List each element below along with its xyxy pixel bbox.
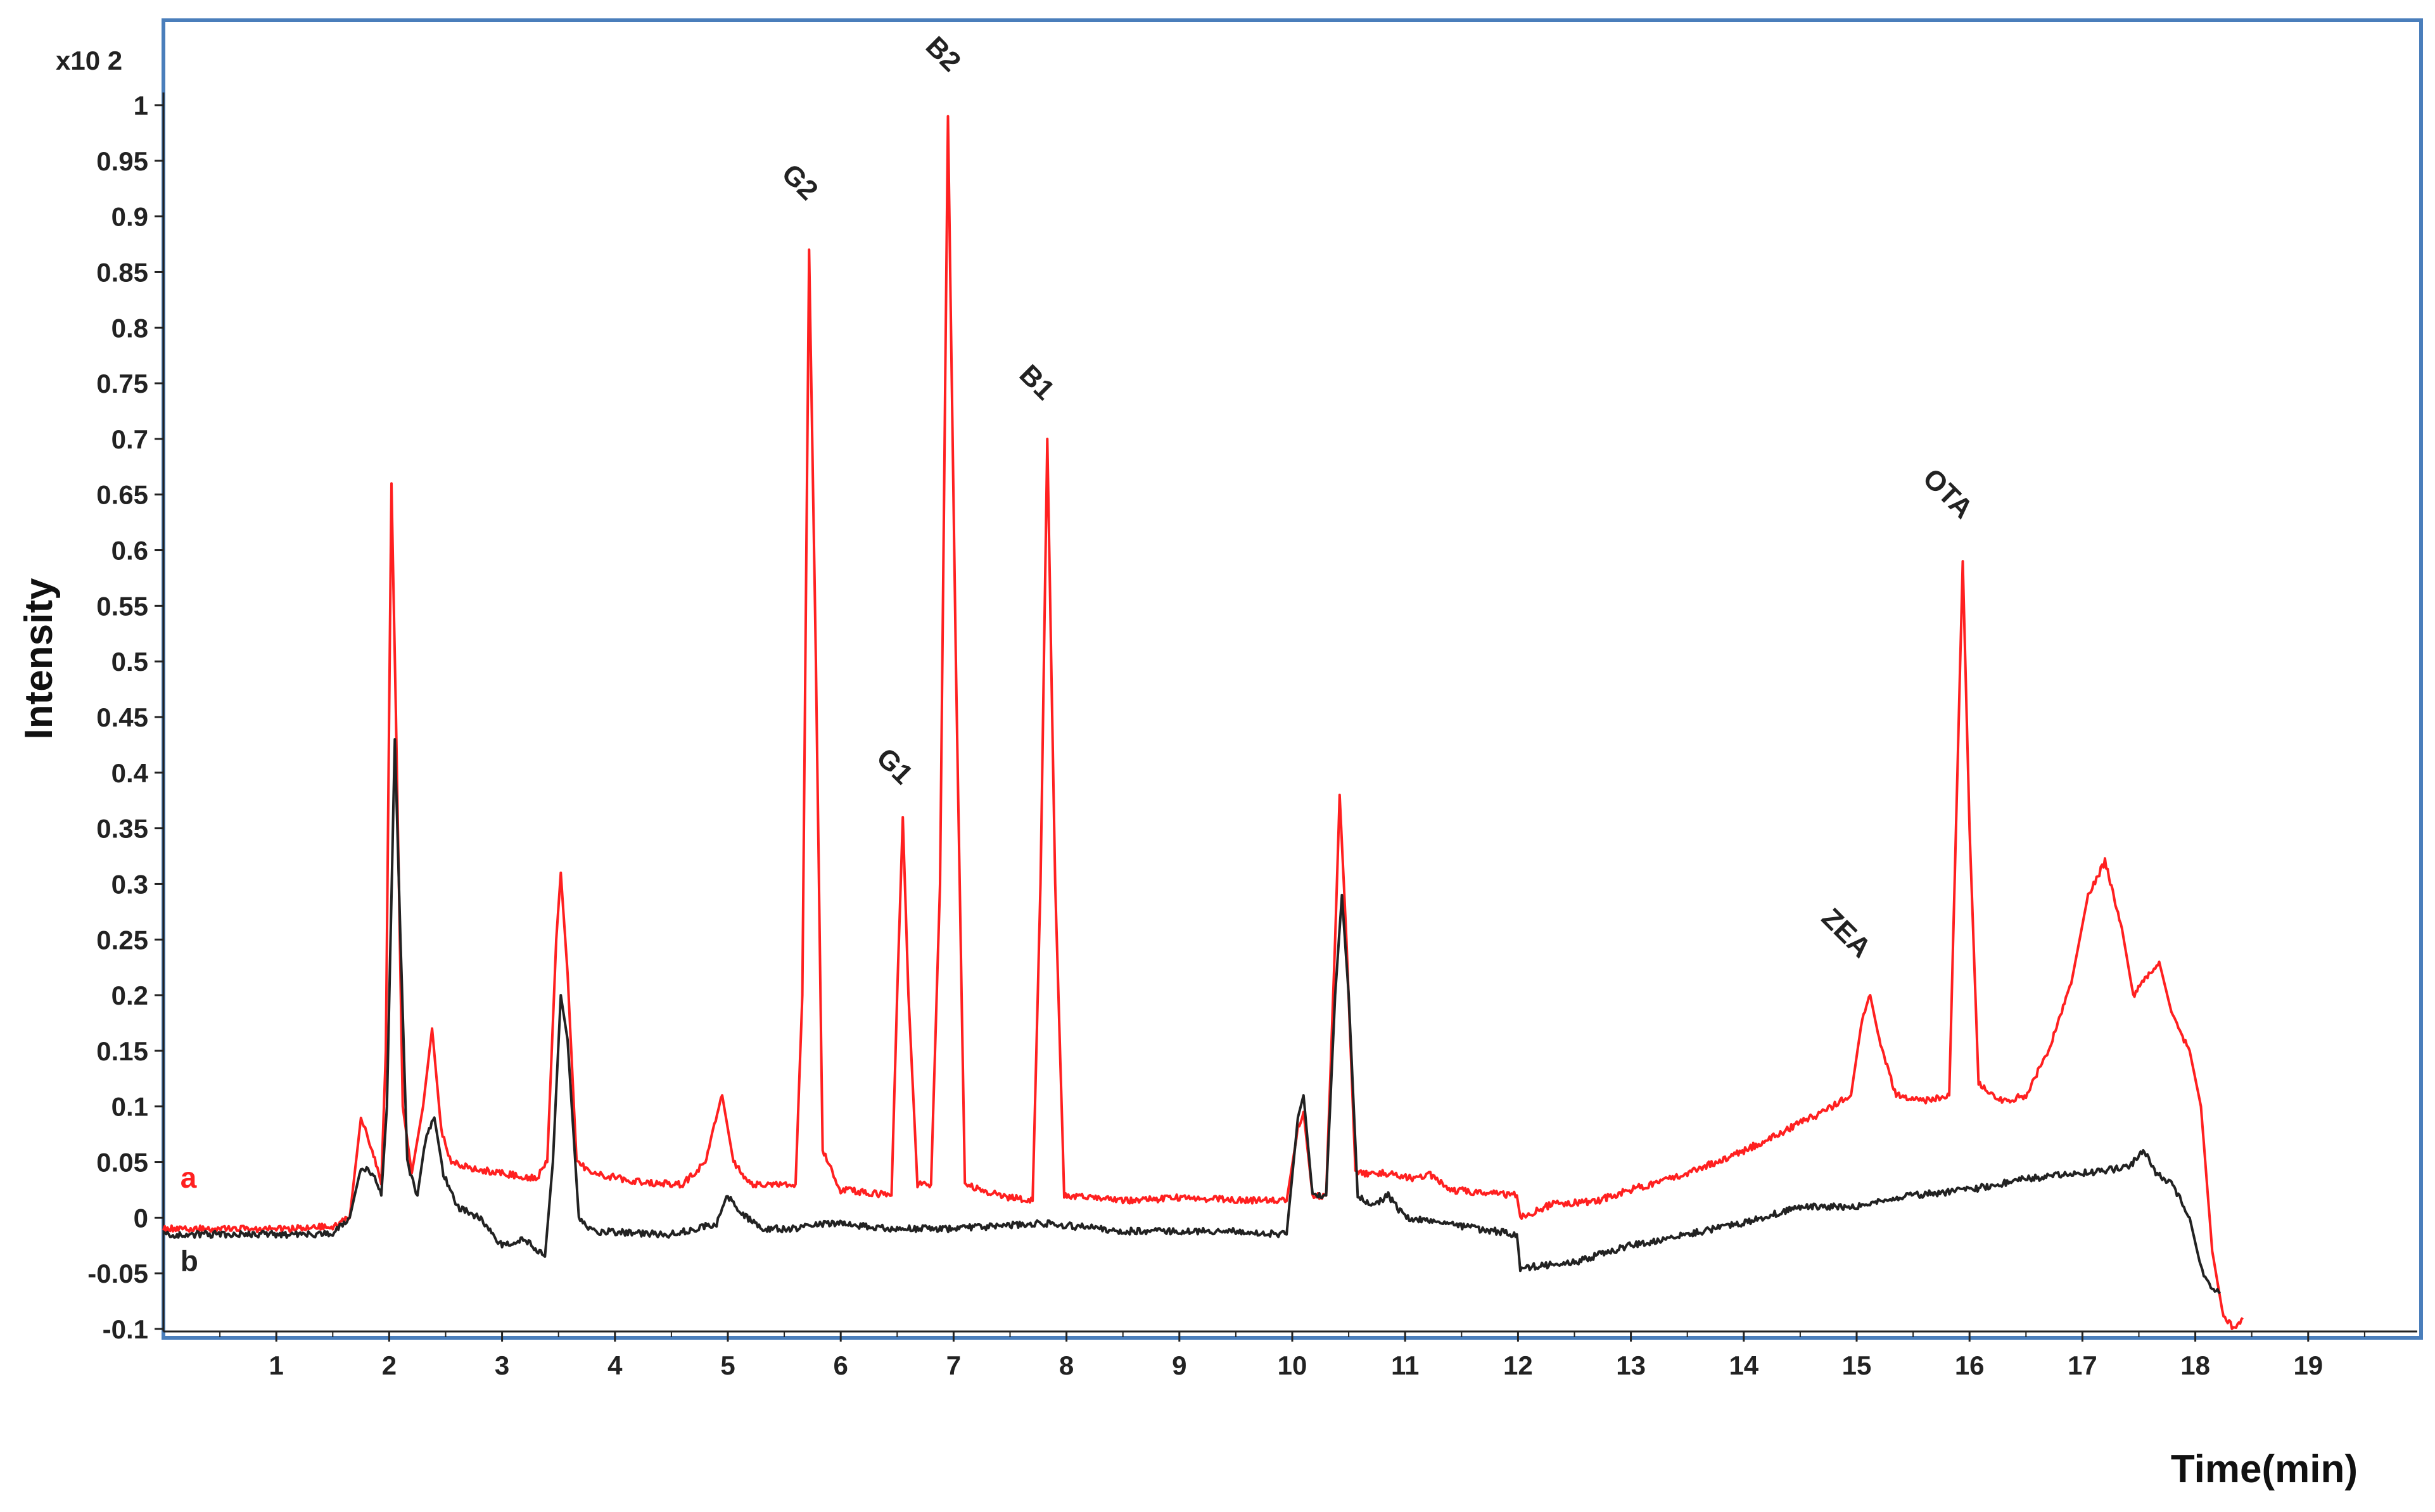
y-tick-label: 0.1 (111, 1092, 148, 1122)
y-tick-label: 0.3 (111, 869, 148, 899)
y-tick-label: 0.35 (96, 814, 148, 844)
x-tick-label: 4 (607, 1350, 623, 1380)
y-tick-label: 0.2 (111, 981, 148, 1010)
series-label-b: b (181, 1245, 198, 1278)
peak-label-b1: B1 (1014, 359, 1060, 405)
y-tick-label: 0.7 (111, 424, 148, 454)
x-tick-label: 11 (1391, 1350, 1419, 1380)
series-label-a: a (181, 1161, 197, 1194)
x-tick-label: 9 (1172, 1350, 1186, 1380)
x-tick-label: 3 (495, 1350, 509, 1380)
x-tick-label: 15 (1842, 1350, 1872, 1380)
y-tick-label: 0.65 (96, 480, 148, 510)
y-tick-label: 0 (134, 1203, 148, 1233)
y-axis-multiplier: x10 2 (56, 46, 122, 75)
y-tick-label: 0.55 (96, 591, 148, 621)
series-lines (162, 115, 2244, 1330)
x-tick-label: 8 (1059, 1350, 1074, 1380)
x-axis-label: Time(min) (2171, 1447, 2358, 1491)
x-tick-label: 13 (1616, 1350, 1646, 1380)
x-tick-label: 10 (1278, 1350, 1307, 1380)
y-tick-label: 0.8 (111, 313, 148, 343)
y-tick-label: -0.05 (87, 1259, 148, 1288)
x-tick-label: 7 (946, 1350, 961, 1380)
peak-label-zea: ZEA (1815, 903, 1877, 964)
x-tick-label: 14 (1729, 1350, 1758, 1380)
peak-label-g2: G2 (776, 158, 824, 206)
x-tick-label: 12 (1503, 1350, 1533, 1380)
plot-frame (162, 18, 2423, 1340)
x-tick-label: 2 (382, 1350, 397, 1380)
x-tick-label: 18 (2180, 1350, 2210, 1380)
y-tick-label: 0.5 (111, 647, 148, 677)
y-tick-label: 0.4 (111, 758, 149, 788)
y-tick-label: 0.75 (96, 369, 148, 398)
axes: -0.1 -0.05 0 0.05 0.1 0.15 0.2 0.25 0.3 0.35 0.4 0.… (87, 91, 2417, 1380)
peak-label-b2: B2 (920, 30, 967, 77)
y-tick-label: 0.05 (96, 1148, 148, 1178)
x-tick-label: 6 (834, 1350, 848, 1380)
y-tick-label: 1 (134, 91, 148, 120)
y-tick-label: 0.25 (96, 925, 148, 955)
x-tick-label: 5 (720, 1350, 735, 1380)
series-line-a (162, 115, 2244, 1330)
peak-label-ota: OTA (1917, 462, 1979, 524)
series-line-b (162, 738, 2221, 1295)
y-tick-label: 0.85 (96, 257, 148, 287)
peak-label-g1: G1 (870, 742, 919, 790)
x-tick-label: 19 (2293, 1350, 2323, 1380)
y-axis-label: Intensity (17, 578, 61, 739)
x-tick-label: 1 (269, 1350, 284, 1380)
y-tick-label: 0.95 (96, 146, 148, 176)
y-tick-label: 0.15 (96, 1036, 148, 1066)
y-tick-label: -0.1 (103, 1314, 148, 1344)
y-tick-label: 0.9 (111, 202, 148, 232)
x-tick-label: 17 (2068, 1350, 2097, 1380)
y-tick-label: 0.45 (96, 702, 148, 732)
x-tick-label: 16 (1955, 1350, 1985, 1380)
peak-annotations: a b G2 B2 B1 G1 ZEA OTA (181, 30, 1979, 1277)
y-tick-label: 0.6 (111, 536, 148, 566)
